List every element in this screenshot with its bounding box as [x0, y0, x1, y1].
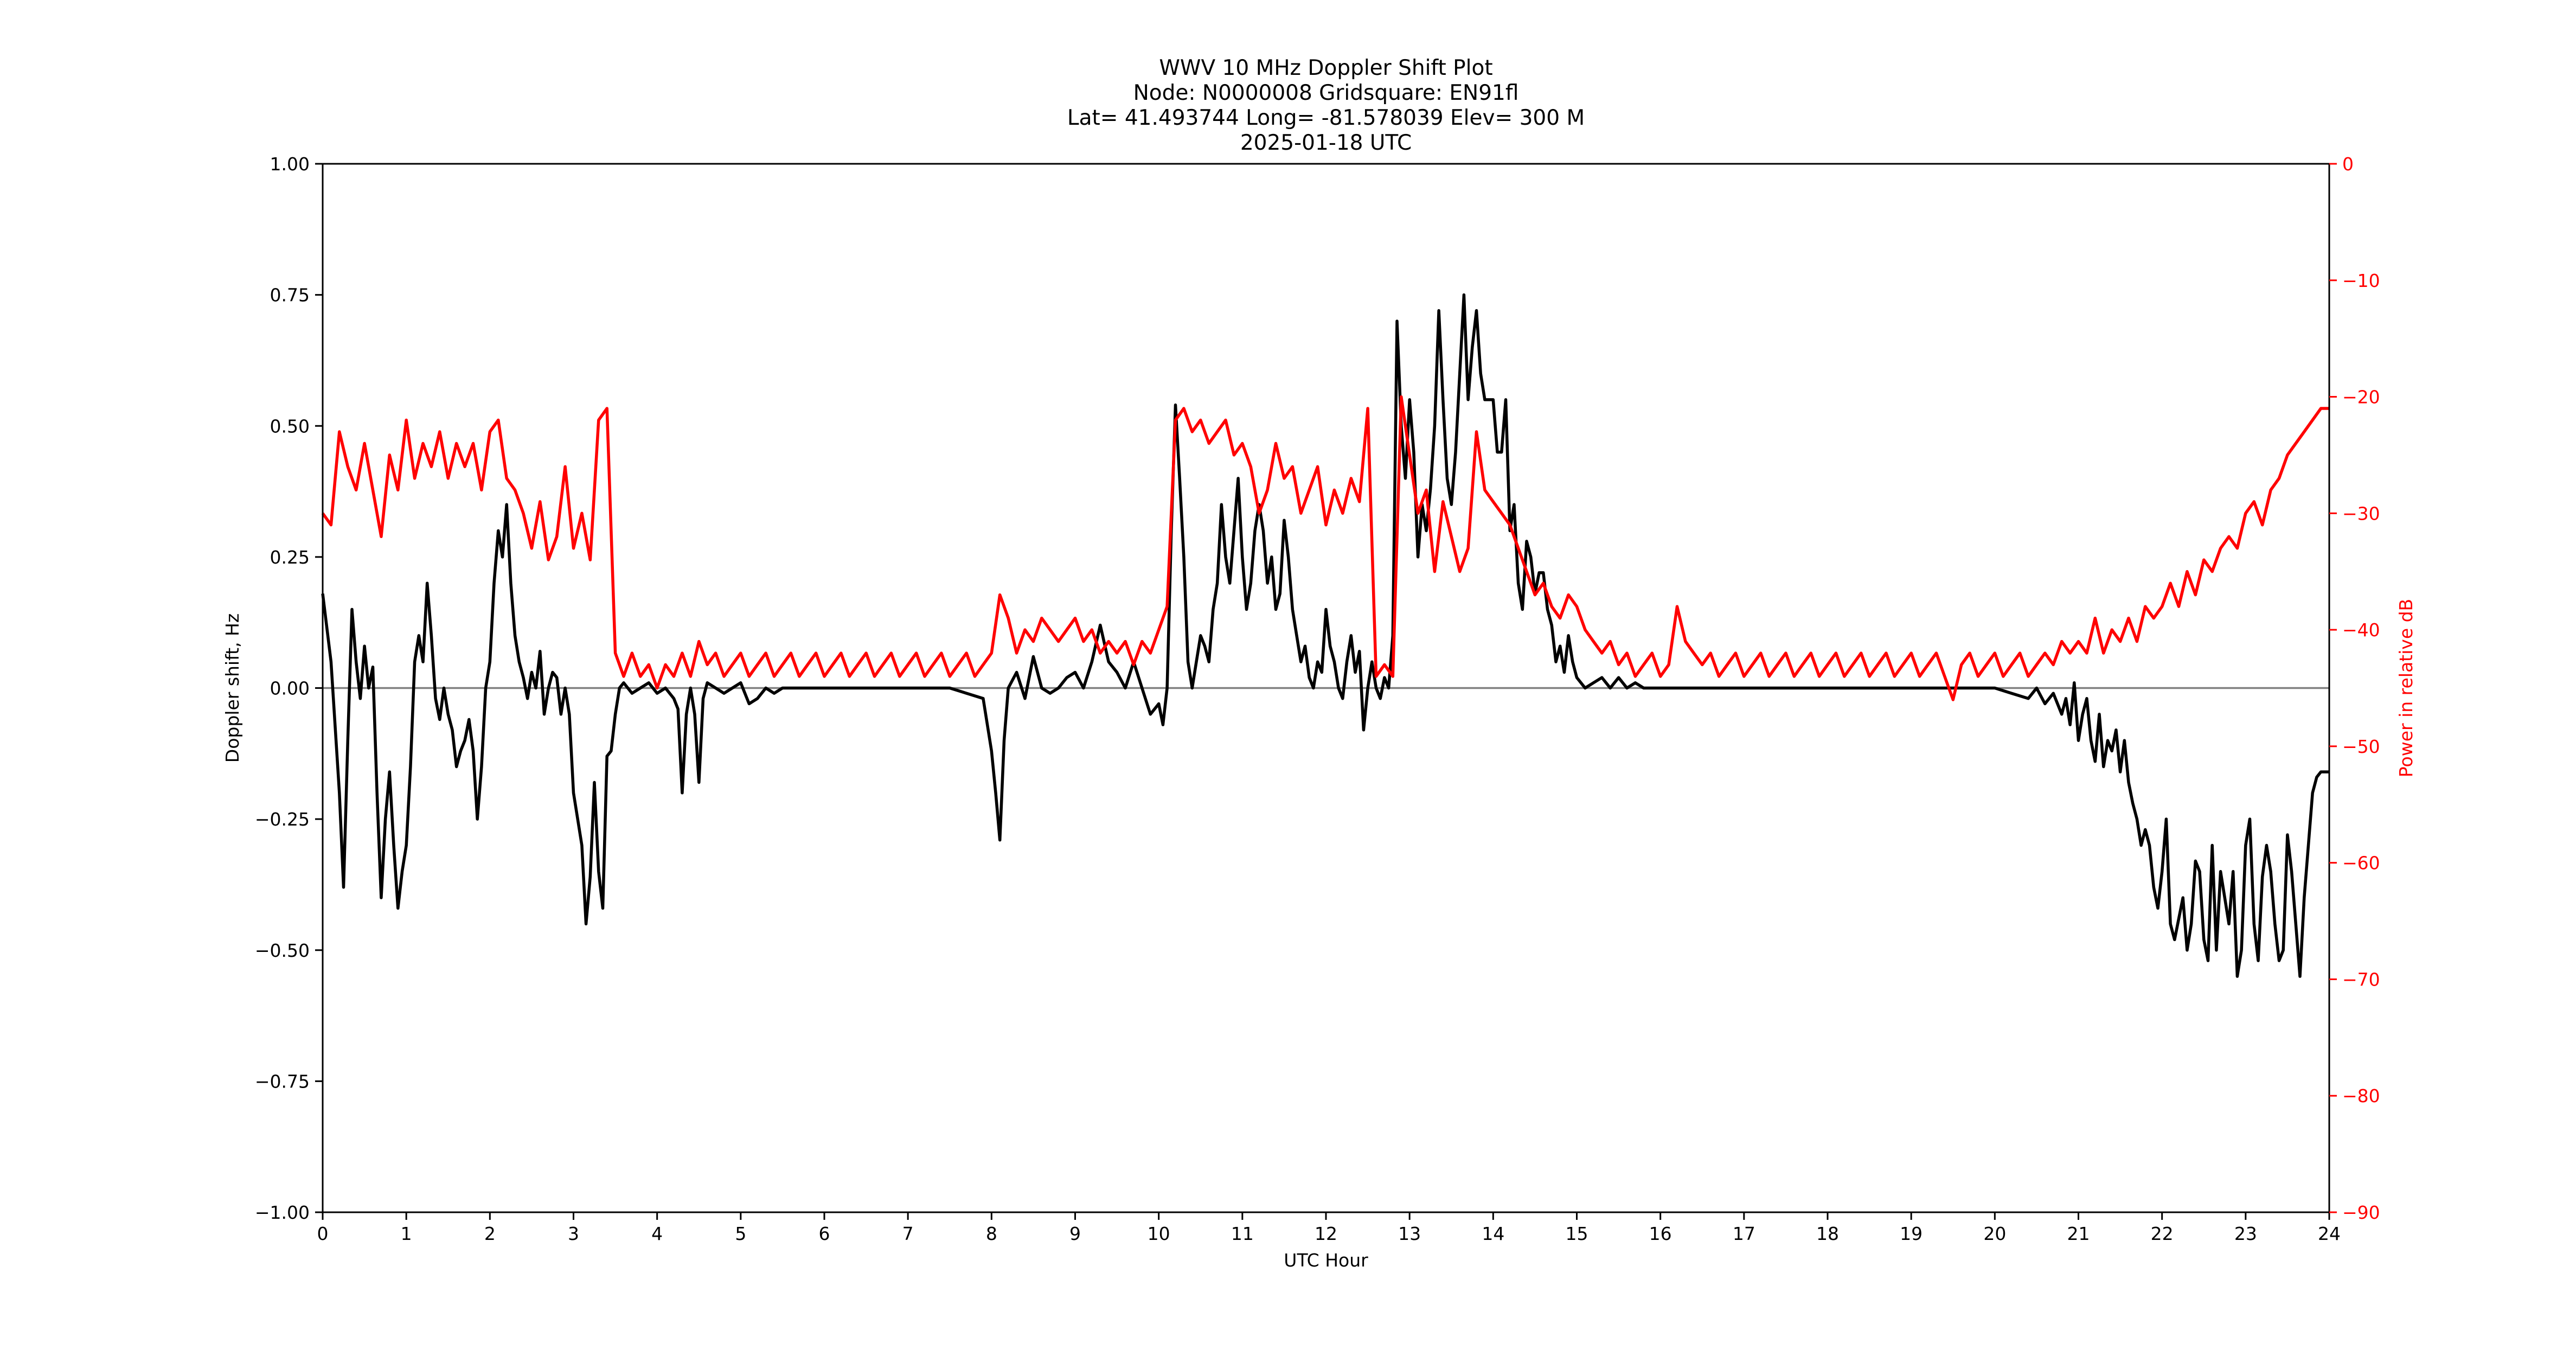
y-tick-label: −1.00 [255, 1202, 310, 1223]
x-tick-label: 13 [1398, 1223, 1421, 1244]
y2-tick-label: −50 [2342, 736, 2380, 757]
x-tick-label: 20 [1983, 1223, 2006, 1244]
x-tick-label: 1 [401, 1223, 412, 1244]
x-axis-label: UTC Hour [1284, 1250, 1368, 1271]
chart-title-line-1: WWV 10 MHz Doppler Shift Plot [1159, 56, 1492, 80]
y2-tick-label: −20 [2342, 387, 2380, 408]
x-tick-label: 21 [2067, 1223, 2090, 1244]
y-axis-label: Doppler shift, Hz [222, 613, 243, 763]
x-tick-label: 2 [484, 1223, 496, 1244]
x-tick-label: 7 [902, 1223, 914, 1244]
y2-tick-label: −30 [2342, 503, 2380, 524]
y2-tick-label: −40 [2342, 619, 2380, 641]
x-tick-label: 22 [2151, 1223, 2174, 1244]
x-tick-label: 19 [1900, 1223, 1923, 1244]
x-tick-label: 4 [651, 1223, 663, 1244]
x-tick-label: 14 [1482, 1223, 1504, 1244]
x-tick-label: 17 [1733, 1223, 1755, 1244]
x-tick-label: 15 [1566, 1223, 1588, 1244]
y2-tick-label: 0 [2342, 153, 2354, 175]
y2-axis-label: Power in relative dB [2395, 599, 2417, 777]
chart-title-line-2: Node: N0000008 Gridsquare: EN91fl [1133, 81, 1519, 105]
y-tick-label: −0.75 [255, 1071, 310, 1092]
x-tick-label: 8 [986, 1223, 997, 1244]
doppler-series-line [321, 293, 2329, 978]
y2-tick-label: −90 [2342, 1202, 2380, 1223]
x-tick-label: 12 [1315, 1223, 1337, 1244]
x-tick-label: 0 [317, 1223, 329, 1244]
x-tick-label: 24 [2318, 1223, 2341, 1244]
chart-title-line-3: Lat= 41.493744 Long= -81.578039 Elev= 30… [1067, 106, 1585, 130]
y-tick-label: 1.00 [270, 153, 310, 175]
y-tick-label: 0.25 [270, 547, 310, 568]
x-tick-label: 16 [1649, 1223, 1672, 1244]
x-tick-label: 6 [819, 1223, 830, 1244]
y2-tick-label: −60 [2342, 853, 2380, 874]
x-tick-label: 5 [735, 1223, 746, 1244]
y2-tick-label: −80 [2342, 1085, 2380, 1106]
y2-tick-label: −10 [2342, 270, 2380, 291]
x-tick-label: 11 [1231, 1223, 1254, 1244]
y-tick-label: 0.00 [270, 678, 310, 699]
x-tick-label: 3 [568, 1223, 579, 1244]
y-tick-label: −0.50 [255, 940, 310, 961]
y2-tick-label: −70 [2342, 969, 2380, 990]
x-tick-label: 10 [1148, 1223, 1170, 1244]
y-tick-label: −0.25 [255, 809, 310, 830]
x-tick-label: 23 [2234, 1223, 2257, 1244]
chart-title-line-4: 2025-01-18 UTC [1240, 131, 1412, 155]
power-series-line [321, 395, 2329, 701]
y-tick-label: 0.75 [270, 285, 310, 306]
x-tick-label: 9 [1069, 1223, 1081, 1244]
y-tick-label: 0.50 [270, 415, 310, 437]
x-tick-label: 18 [1816, 1223, 1839, 1244]
